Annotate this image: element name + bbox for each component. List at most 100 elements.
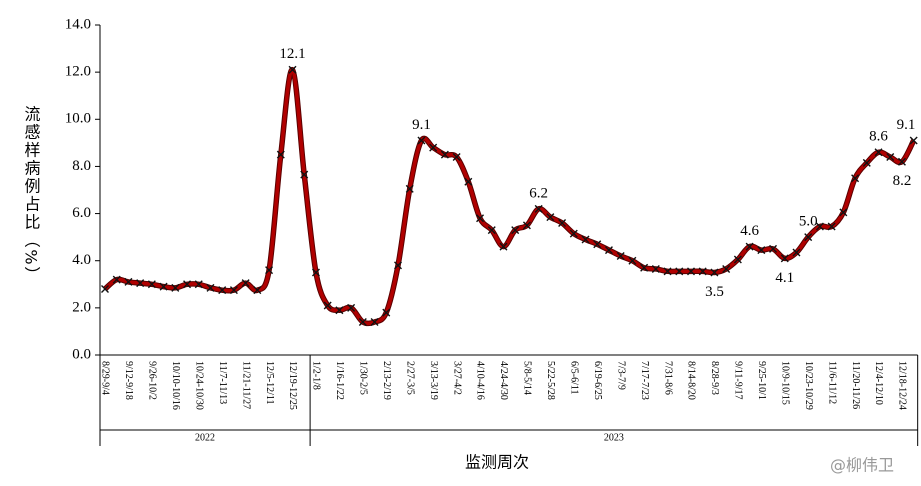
marker [651, 264, 660, 273]
x-tick-label: 10/10-10/16 [170, 361, 181, 410]
marker [218, 286, 227, 295]
marker [874, 148, 883, 157]
x-tick-label: 9/12-9/18 [123, 361, 134, 400]
marker [616, 252, 625, 260]
x-tick-label: 1/16-1/22 [334, 361, 345, 400]
marker [382, 308, 391, 317]
marker [862, 158, 871, 167]
x-tick-label: 12/19-12/25 [287, 361, 298, 410]
marker [206, 283, 215, 292]
x-tick-label: 6/19-6/25 [592, 361, 603, 400]
data-label: 5.0 [799, 214, 818, 230]
marker [804, 233, 813, 242]
x-axis-title: 监测周次 [465, 453, 529, 472]
marker [546, 213, 555, 222]
x-tick-label: 10/9-10/15 [779, 361, 790, 405]
data-label: 6.2 [529, 185, 548, 201]
marker [722, 264, 731, 273]
marker [394, 261, 402, 270]
marker [909, 136, 918, 145]
data-label: 12.1 [279, 46, 305, 62]
data-label: 8.6 [869, 129, 888, 145]
x-tick-label: 6/5-6/11 [569, 361, 580, 395]
marker [452, 153, 461, 161]
group-label: 2022 [195, 432, 215, 443]
y-tick-label: 2.0 [72, 299, 91, 315]
x-tick-label: 10/23-10/29 [803, 361, 814, 410]
marker [300, 170, 309, 179]
data-label: 4.1 [775, 270, 794, 286]
watermark: @柳伟卫 [830, 456, 894, 475]
x-tick-label: 3/27-4/2 [451, 361, 462, 395]
x-tick-label: 3/13-3/19 [428, 361, 439, 400]
marker [323, 301, 332, 310]
y-tick-label: 14.0 [65, 16, 91, 32]
x-tick-label: 8/28-9/3 [709, 361, 720, 395]
marker [194, 280, 203, 289]
y-tick-label: 0.0 [72, 346, 91, 362]
x-tick-label: 9/11-9/17 [733, 361, 744, 400]
marker [839, 208, 848, 217]
marker [733, 255, 742, 264]
marker [675, 267, 684, 276]
marker [851, 174, 860, 183]
marker [745, 242, 754, 251]
marker [792, 248, 801, 257]
x-tick-label: 5/22-5/28 [545, 361, 556, 400]
x-tick-label: 4/10-4/16 [475, 361, 486, 400]
marker [171, 283, 180, 292]
y-tick-label: 12.0 [65, 64, 91, 80]
y-tick-label: 10.0 [65, 111, 91, 127]
x-tick-label: 11/21-11/27 [240, 361, 251, 409]
marker [687, 267, 695, 276]
x-tick-label: 8/29-9/4 [100, 361, 111, 395]
marker [663, 267, 672, 276]
x-tick-label: 7/3-7/9 [615, 361, 626, 390]
x-tick-label: 5/8-5/14 [522, 361, 533, 395]
marker [229, 286, 238, 295]
marker [698, 267, 707, 276]
x-tick-label: 8/14-8/20 [686, 361, 697, 400]
marker [159, 282, 168, 291]
x-tick-label: 7/31-8/6 [662, 361, 673, 395]
marker [288, 65, 297, 74]
marker [897, 157, 906, 166]
marker [253, 286, 262, 295]
marker [487, 226, 496, 235]
marker [241, 279, 250, 288]
marker [311, 268, 320, 277]
x-tick-label: 11/20-11/26 [850, 361, 861, 409]
marker [581, 235, 590, 244]
marker [124, 277, 133, 286]
marker [358, 318, 367, 326]
group-label: 2023 [604, 432, 624, 443]
marker [499, 242, 508, 251]
marker [640, 263, 649, 272]
marker [886, 153, 895, 161]
marker [101, 285, 109, 293]
marker [276, 150, 285, 159]
x-tick-label: 4/24-4/30 [498, 361, 509, 400]
x-tick-label: 7/17-7/23 [639, 361, 650, 400]
y-tick-label: 6.0 [72, 205, 91, 221]
x-tick-label: 9/26-10/2 [147, 361, 158, 400]
marker [417, 136, 426, 145]
marker [464, 177, 473, 186]
marker [628, 256, 637, 265]
marker [593, 240, 602, 249]
x-tick-label: 2/27-3/5 [404, 361, 415, 395]
data-label: 4.6 [740, 223, 759, 239]
marker [335, 306, 344, 315]
marker [604, 246, 613, 255]
marker [815, 222, 824, 231]
x-tick-label: 2/13-2/19 [381, 361, 392, 400]
marker [183, 280, 192, 289]
x-tick-label: 11/6-11/12 [826, 361, 837, 404]
marker [827, 222, 836, 231]
marker [265, 266, 274, 275]
marker [405, 184, 414, 193]
x-tick-label: 10/24-10/30 [193, 361, 204, 410]
marker [534, 204, 543, 213]
data-label: 9.1 [897, 117, 916, 133]
